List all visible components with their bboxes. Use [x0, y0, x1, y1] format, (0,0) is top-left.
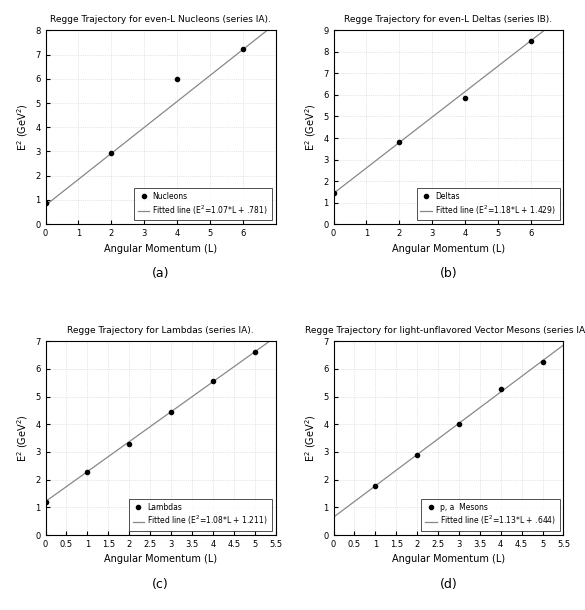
- Text: (b): (b): [440, 267, 457, 280]
- Title: Regge Trajectory for Lambdas (series IA).: Regge Trajectory for Lambdas (series IA)…: [67, 326, 254, 335]
- Title: Regge Trajectory for light-unflavored Vector Mesons (series IA).: Regge Trajectory for light-unflavored Ve…: [305, 326, 585, 335]
- Legend: Deltas, Fitted line (E$^2$=1.18*L + 1.429): Deltas, Fitted line (E$^2$=1.18*L + 1.42…: [417, 188, 560, 220]
- Title: Regge Trajectory for even-L Deltas (series IB).: Regge Trajectory for even-L Deltas (seri…: [345, 15, 553, 24]
- Y-axis label: E$^2$ (GeV$^2$): E$^2$ (GeV$^2$): [303, 414, 318, 462]
- Legend: Nucleons, Fitted line (E$^2$=1.07*L + .781): Nucleons, Fitted line (E$^2$=1.07*L + .7…: [134, 188, 271, 220]
- X-axis label: Angular Momentum (L): Angular Momentum (L): [392, 554, 505, 564]
- Text: (d): (d): [439, 578, 457, 590]
- Title: Regge Trajectory for even-L Nucleons (series IA).: Regge Trajectory for even-L Nucleons (se…: [50, 15, 271, 24]
- Y-axis label: E$^2$ (GeV$^2$): E$^2$ (GeV$^2$): [15, 104, 30, 151]
- Legend: p, a  Mesons, Fitted line (E$^2$=1.13*L + .644): p, a Mesons, Fitted line (E$^2$=1.13*L +…: [421, 499, 560, 531]
- Text: (c): (c): [152, 578, 169, 590]
- Legend: Lambdas, Fitted line (E$^2$=1.08*L + 1.211): Lambdas, Fitted line (E$^2$=1.08*L + 1.2…: [129, 499, 271, 531]
- X-axis label: Angular Momentum (L): Angular Momentum (L): [104, 243, 217, 254]
- Y-axis label: E$^2$ (GeV$^2$): E$^2$ (GeV$^2$): [15, 414, 30, 462]
- X-axis label: Angular Momentum (L): Angular Momentum (L): [104, 554, 217, 564]
- Y-axis label: E$^2$ (GeV$^2$): E$^2$ (GeV$^2$): [303, 104, 318, 151]
- X-axis label: Angular Momentum (L): Angular Momentum (L): [392, 243, 505, 254]
- Text: (a): (a): [152, 267, 169, 280]
